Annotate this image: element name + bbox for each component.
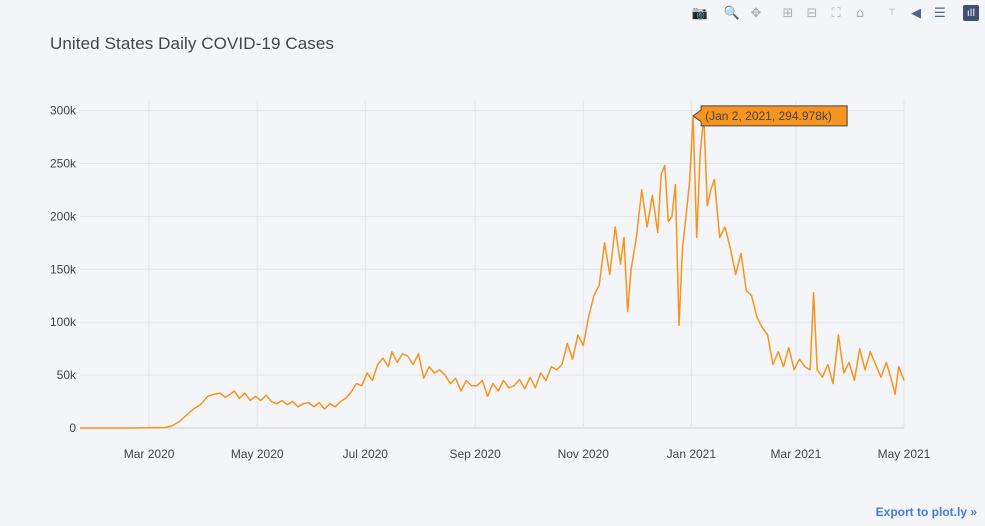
tooltip-text: (Jan 2, 2021, 294.978k) [705, 109, 832, 123]
y-tick-label: 50k [57, 368, 77, 382]
x-tick-label: Jul 2020 [343, 447, 389, 461]
zoom-out-icon[interactable]: ⊟ [806, 5, 818, 21]
y-tick-label: 100k [50, 315, 77, 329]
autoscale-icon[interactable]: ⛶ [831, 5, 841, 21]
series-line [80, 115, 905, 429]
y-tick-label: 200k [50, 209, 77, 223]
y-tick-label: 300k [50, 104, 77, 118]
camera-icon[interactable]: 📷 [691, 5, 709, 21]
x-tick-label: Jan 2021 [667, 447, 717, 461]
hover-compare-icon[interactable]: ☰ [934, 5, 946, 21]
chart-title: United States Daily COVID-19 Cases [50, 34, 335, 53]
modebar: 📷 🔍 ✥ ⊞ ⊟ ⛶ ⌂ ⸆ ◀ ☰ ıll [677, 4, 979, 22]
y-tick-label: 150k [50, 262, 77, 276]
pan-icon[interactable]: ✥ [750, 5, 762, 21]
tooltip-box [692, 105, 848, 127]
export-link[interactable]: Export to plot.ly » [875, 505, 977, 519]
x-tick-label: Nov 2020 [558, 447, 610, 461]
x-tick-label: Sep 2020 [449, 447, 501, 461]
zoom-icon[interactable]: 🔍 [723, 5, 741, 21]
y-tick-label: 0 [69, 421, 76, 435]
x-tick-label: Mar 2020 [124, 447, 175, 461]
spike-lines-icon[interactable]: ⸆ [888, 7, 896, 22]
home-icon[interactable]: ⌂ [855, 5, 865, 21]
x-tick-label: Mar 2021 [771, 447, 822, 461]
y-tick-label: 250k [50, 156, 77, 170]
zoom-in-icon[interactable]: ⊞ [782, 5, 794, 21]
x-tick-label: May 2020 [231, 447, 284, 461]
hover-closest-icon[interactable]: ◀ [911, 5, 921, 21]
x-tick-label: May 2021 [878, 447, 931, 461]
plotly-logo-icon[interactable]: ıll [963, 5, 979, 21]
